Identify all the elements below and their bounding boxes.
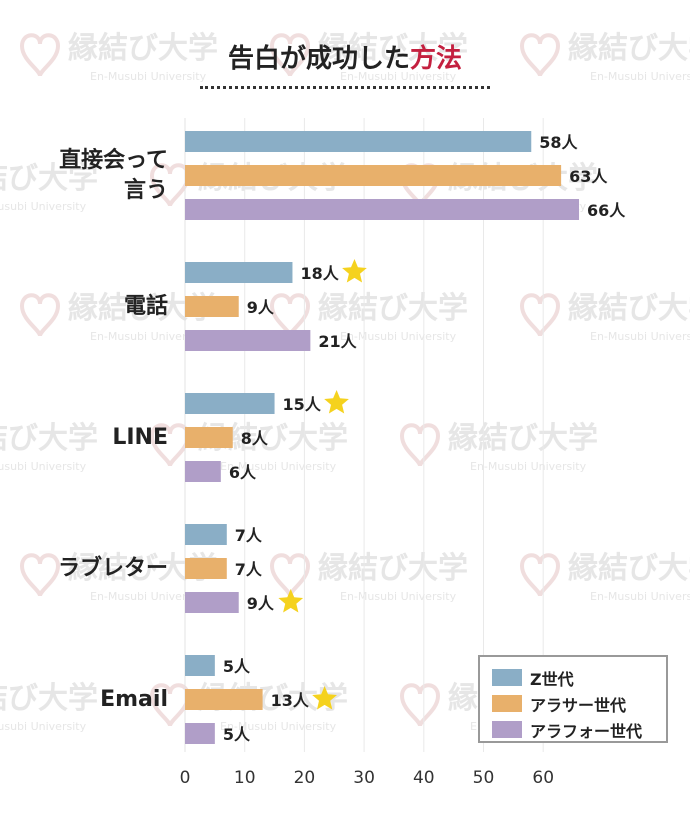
category-label: 直接会って言う (59, 147, 168, 203)
watermark-subtext: En-Musubi University (590, 330, 690, 343)
bar-value-label: 9人 (247, 594, 275, 613)
bar-value-label: 21人 (318, 332, 357, 351)
bar-value-label: 15人 (283, 395, 322, 414)
bar (185, 689, 263, 710)
watermark-subtext: En-Musubi University (0, 200, 87, 213)
watermark-text: 縁結び大学 (0, 161, 98, 196)
bar (185, 655, 215, 676)
highlight-star-icon (312, 686, 337, 710)
watermark-subtext: En-Musubi University (340, 590, 457, 603)
bar-value-label: 5人 (223, 657, 251, 676)
bar (185, 330, 311, 351)
watermark-text: 縁結び大学 (448, 421, 598, 456)
highlight-star-icon (342, 259, 367, 283)
watermark-text: 縁結び大学 (568, 31, 690, 66)
bar (185, 461, 221, 482)
legend-label-arafo: アラフォー世代 (530, 722, 643, 741)
watermark-subtext: En-Musubi University (220, 720, 337, 733)
watermark-heart-icon (19, 293, 61, 337)
bar-value-label: 9人 (247, 298, 275, 317)
watermark-heart-icon (149, 683, 191, 727)
bar (185, 131, 532, 152)
bar (185, 558, 227, 579)
watermark-heart-icon (149, 423, 191, 467)
x-tick-label: 10 (234, 768, 256, 788)
bar (185, 199, 580, 220)
bar-value-label: 13人 (271, 691, 310, 710)
highlight-star-icon (324, 390, 349, 414)
legend-label-arasa: アラサー世代 (530, 696, 627, 715)
chart-title-main: 告白が成功した (227, 44, 410, 74)
chart-title-accent: 方法 (410, 44, 463, 74)
watermark-heart-icon (19, 33, 61, 77)
x-tick-label: 30 (353, 768, 375, 788)
category-label: ラブレター (57, 555, 168, 581)
watermark-heart-icon (399, 683, 441, 727)
watermark-text: 縁結び大学 (318, 31, 468, 66)
bar (185, 592, 239, 613)
watermark-subtext: En-Musubi University (590, 70, 690, 83)
watermark-subtext: En-Musubi University (340, 70, 457, 83)
legend-swatch-arasa (492, 695, 522, 712)
bar (185, 723, 215, 744)
bar (185, 296, 239, 317)
watermark-subtext: En-Musubi University (220, 460, 337, 473)
watermark-heart-icon (519, 293, 561, 337)
watermark-heart-icon (269, 33, 311, 77)
chart-title: 告白が成功した方法 (0, 38, 690, 75)
category-label: 電話 (123, 293, 168, 319)
legend: Z世代 アラサー世代 アラフォー世代 (478, 655, 668, 743)
watermark-heart-icon (149, 163, 191, 207)
bar-value-label: 5人 (223, 725, 251, 744)
bar-value-label: 6人 (229, 463, 257, 482)
watermark-heart-icon (19, 553, 61, 597)
x-tick-label: 20 (294, 768, 316, 788)
watermark-heart-icon (519, 553, 561, 597)
watermark-subtext: En-Musubi University (0, 460, 87, 473)
category-label: Email (100, 686, 168, 712)
title-underline (200, 86, 490, 89)
watermark-subtext: En-Musubi University (90, 70, 207, 83)
watermark-heart-icon (399, 423, 441, 467)
watermark-text: 縁結び大学 (318, 551, 468, 586)
legend-swatch-z (492, 669, 522, 686)
watermark-text: 縁結び大学 (0, 681, 98, 716)
watermark-text: 縁結び大学 (568, 551, 690, 586)
x-tick-label: 60 (532, 768, 554, 788)
bar-value-label: 7人 (235, 560, 263, 579)
bar-value-label: 63人 (569, 167, 608, 186)
x-tick-label: 40 (413, 768, 435, 788)
watermark-subtext: En-Musubi University (90, 590, 207, 603)
bar (185, 524, 227, 545)
bar-value-label: 66人 (587, 201, 626, 220)
watermark-subtext: En-Musubi University (590, 590, 690, 603)
bar-value-label: 58人 (539, 133, 578, 152)
highlight-star-icon (278, 589, 304, 613)
watermark-text: 縁結び大学 (0, 421, 98, 456)
watermark-text: 縁結び大学 (68, 31, 218, 66)
category-label: LINE (112, 424, 168, 450)
watermark-subtext: En-Musubi University (90, 330, 207, 343)
legend-swatch-arafo (492, 721, 522, 738)
watermark-subtext: En-Musubi University (0, 720, 87, 733)
legend-label-z: Z世代 (530, 670, 574, 689)
watermark-heart-icon (519, 33, 561, 77)
watermark-text: 縁結び大学 (318, 291, 468, 326)
watermark-text: 縁結び大学 (568, 291, 690, 326)
bar (185, 427, 233, 448)
bar (185, 262, 293, 283)
bar-value-label: 7人 (235, 526, 263, 545)
watermark-subtext: En-Musubi University (470, 460, 587, 473)
bar (185, 165, 562, 186)
bar (185, 393, 275, 414)
bar-value-label: 18人 (300, 264, 339, 283)
x-tick-label: 0 (180, 768, 191, 788)
x-tick-label: 50 (473, 768, 495, 788)
bar-value-label: 8人 (241, 429, 269, 448)
watermark-subtext: En-Musubi University (340, 330, 457, 343)
